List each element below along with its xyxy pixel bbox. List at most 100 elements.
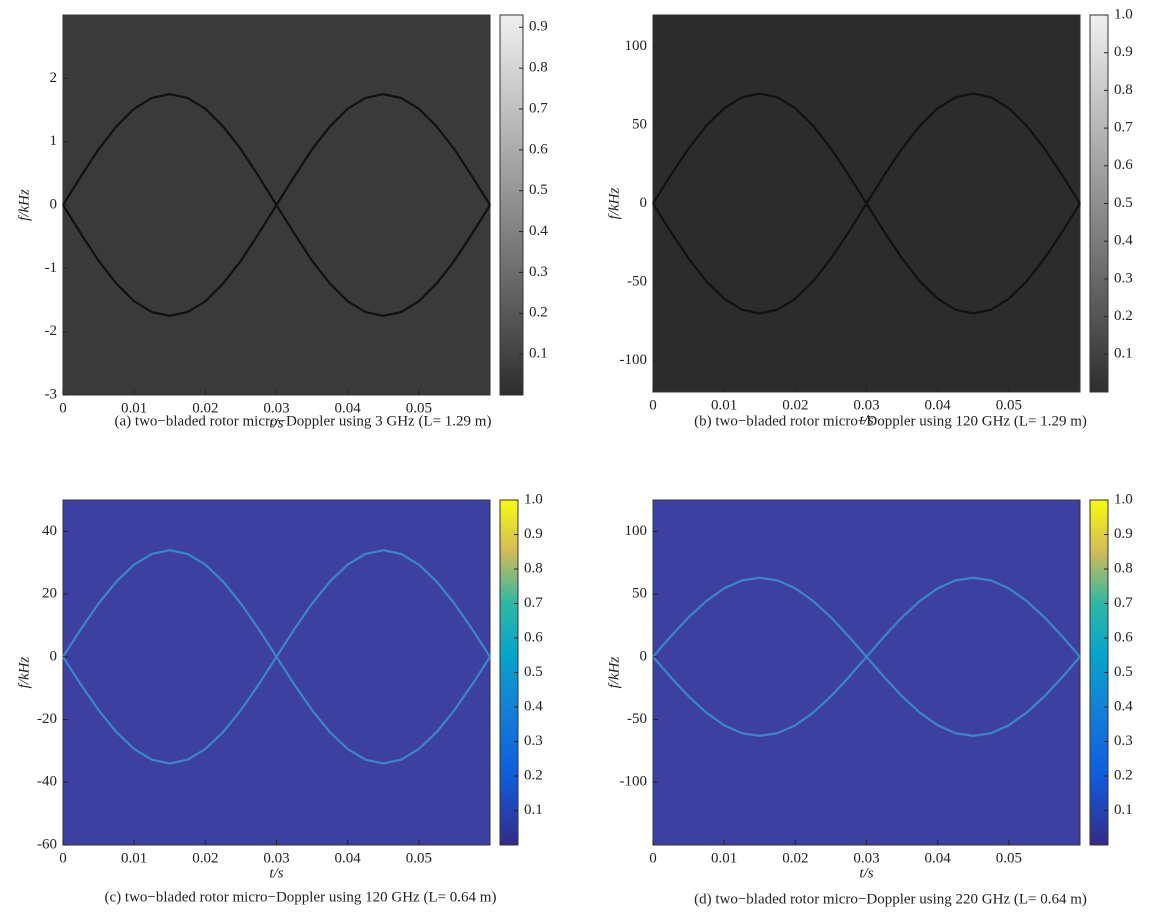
colorbar-tick-label: 0.6 (1114, 157, 1133, 173)
x-axis-label: t/s (859, 865, 873, 881)
colorbar-tick-label: 0.8 (529, 60, 548, 76)
colorbar-tick-label: 0.8 (1114, 82, 1133, 98)
y-tick-label: 20 (42, 586, 57, 602)
x-tick-label: 0 (59, 850, 67, 866)
y-tick-label: -2 (45, 323, 58, 339)
x-axis-label: t/s (269, 865, 283, 881)
colorbar-tick-label: 0.3 (524, 733, 543, 749)
colorbar-tick-label: 0.5 (524, 664, 543, 680)
y-tick-label: -1 (45, 260, 58, 276)
y-tick-label: 1 (50, 133, 58, 149)
colorbar (499, 14, 524, 396)
x-tick-label: 0.01 (711, 397, 737, 413)
x-tick-label: 0.04 (925, 850, 952, 866)
caption: (c) two−bladed rotor micro−Doppler using… (105, 889, 497, 905)
colorbar-tick-label: 0.3 (529, 264, 548, 280)
x-tick-label: 0.02 (782, 850, 808, 866)
x-tick-label: 0.04 (335, 400, 362, 416)
x-tick-label: 0.01 (121, 850, 147, 866)
colorbar-tick-label: 0.2 (1114, 767, 1133, 783)
x-tick-label: 0.02 (192, 400, 218, 416)
x-tick-label: 0.04 (335, 850, 362, 866)
colorbar-tick-label: 0.7 (1114, 120, 1133, 136)
y-axis-label: f/kHz (16, 657, 32, 689)
y-axis-label: f/kHz (606, 188, 622, 220)
colorbar-tick-label: 0.4 (1114, 233, 1133, 249)
x-tick-label: 0.05 (406, 400, 432, 416)
x-tick-label: 0 (649, 397, 657, 413)
y-tick-label: -50 (627, 711, 647, 727)
y-axis-label: f/kHz (606, 657, 622, 689)
x-tick-label: 0 (59, 400, 67, 416)
x-axis-label: t/s (859, 412, 873, 428)
x-tick-label: 0.02 (782, 397, 808, 413)
colorbar-tick-label: 0.1 (524, 802, 543, 818)
colorbar-tick-label: 0.6 (1114, 629, 1133, 645)
envelope-curve (62, 654, 491, 765)
colorbar-tick-label: 0.8 (524, 560, 543, 576)
x-tick-label: 0.03 (853, 850, 879, 866)
y-axis-label: f/kHz (16, 189, 32, 221)
x-tick-label: 0 (649, 850, 657, 866)
colorbar-tick-label: 0.1 (1114, 346, 1133, 362)
colorbar-tick-label: 0.3 (1114, 270, 1133, 286)
y-tick-label: 0 (50, 196, 58, 212)
colorbar-tick-label: 0.5 (529, 182, 548, 198)
x-tick-label: 0.02 (192, 850, 218, 866)
colorbar-tick-label: 0.4 (529, 223, 548, 239)
colorbar-tick-label: 0.4 (524, 698, 543, 714)
colorbar-tick-label: 0.9 (529, 19, 548, 35)
colorbar-tick-label: 0.2 (524, 767, 543, 783)
plot-background (652, 499, 1081, 846)
caption: (b) two−bladed rotor micro−Doppler using… (694, 413, 1087, 429)
colorbar-tick-label: 1.0 (1114, 6, 1133, 22)
colorbar-tick-label: 0.4 (1114, 698, 1133, 714)
x-tick-label: 0.01 (711, 850, 737, 866)
y-tick-label: -100 (620, 352, 648, 368)
y-tick-label: -50 (627, 273, 647, 289)
y-tick-label: -3 (45, 386, 58, 402)
y-tick-label: -40 (37, 774, 57, 790)
caption: (a) two−bladed rotor micro−Doppler using… (115, 413, 492, 429)
colorbar-tick-label: 0.5 (1114, 664, 1133, 680)
x-tick-label: 0.05 (406, 850, 432, 866)
y-tick-label: 40 (42, 523, 57, 539)
x-tick-label: 0.04 (925, 397, 952, 413)
colorbar-tick-label: 0.9 (1114, 526, 1133, 542)
caption: (d) two−bladed rotor micro−Doppler using… (694, 891, 1087, 907)
colorbar-tick-label: 0.7 (1114, 595, 1133, 611)
colorbar-tick-label: 0.7 (524, 595, 543, 611)
colorbar-tick-label: 1.0 (524, 491, 543, 507)
x-tick-label: 0.03 (263, 850, 289, 866)
colorbar-tick-label: 0.6 (529, 141, 548, 157)
x-tick-label: 0.05 (996, 397, 1022, 413)
colorbar-tick-label: 0.7 (529, 100, 548, 116)
envelope-curve (652, 201, 1081, 315)
colorbar-tick-label: 0.2 (1114, 308, 1133, 324)
x-tick-label: 0.05 (996, 850, 1022, 866)
x-tick-label: 0.01 (121, 400, 147, 416)
x-tick-label: 0.03 (853, 397, 879, 413)
colorbar-tick-label: 0.5 (1114, 195, 1133, 211)
x-tick-label: 0.03 (263, 400, 289, 416)
y-tick-label: -100 (620, 774, 648, 790)
y-tick-label: 100 (625, 38, 648, 54)
envelope-curve (62, 202, 491, 317)
colorbar-tick-label: 0.1 (1114, 802, 1133, 818)
y-tick-label: 2 (50, 70, 58, 86)
colorbar-tick-label: 0.6 (524, 629, 543, 645)
y-tick-label: -20 (37, 711, 57, 727)
y-tick-label: 50 (632, 116, 647, 132)
plot-background (62, 499, 491, 846)
y-tick-label: 0 (640, 648, 648, 664)
y-tick-label: 100 (625, 523, 648, 539)
colorbar-tick-label: 0.1 (529, 346, 548, 362)
colorbar-tick-label: 0.2 (529, 305, 548, 321)
colorbar-tick-label: 1.0 (1114, 491, 1133, 507)
y-tick-label: 0 (50, 648, 58, 664)
colorbar-tick-label: 0.9 (1114, 44, 1133, 60)
y-tick-label: 0 (640, 195, 648, 211)
x-axis-label: t/s (269, 415, 283, 431)
y-tick-label: -60 (37, 836, 57, 852)
